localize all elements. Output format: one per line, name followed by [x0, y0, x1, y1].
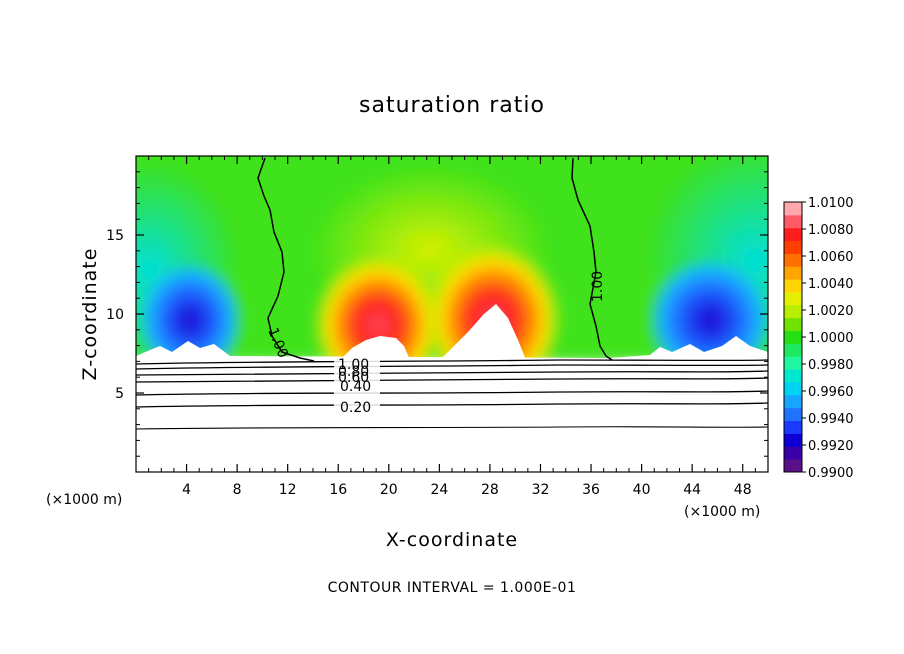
- colorbar-label: 1.0100: [808, 196, 854, 211]
- colorbar-swatch: [784, 214, 802, 229]
- x-tick-label: 8: [233, 482, 242, 498]
- contour-label-4: 0.60: [338, 370, 369, 386]
- contour-line-2: [136, 364, 768, 370]
- colorbar-swatch: [784, 343, 802, 357]
- contour-line-6: [136, 402, 768, 408]
- x-tick-label: 40: [633, 482, 651, 498]
- colorbar: 1.0100 1.0080 1.0060 1.0040 1.0020 1.0000 0.99…: [783, 196, 854, 481]
- y-axis-title: Z-coordinate: [79, 248, 101, 381]
- y-tick-label: 5: [115, 386, 124, 402]
- colorbar-swatch: [784, 369, 802, 383]
- x-tick-label: 28: [481, 482, 499, 498]
- contour-label-5: 0.40: [340, 379, 371, 395]
- contour-line-7: [136, 426, 768, 430]
- colorbar-label: 1.0020: [808, 304, 854, 319]
- contour-line-4: [136, 377, 768, 383]
- contour-1-00-right: [571, 157, 613, 361]
- label-bg-0: [334, 358, 380, 406]
- colorbar-swatch: [784, 433, 802, 447]
- colorbar-swatch: [784, 304, 802, 319]
- colorbar-swatch: [784, 394, 802, 409]
- y-tick-label: 15: [106, 228, 124, 244]
- clear-hole-right: [440, 304, 526, 360]
- x-unit-left: (×1000 m): [46, 492, 122, 508]
- colorbar-label: 0.9960: [808, 385, 854, 400]
- chart-title: saturation ratio: [359, 93, 545, 118]
- colorbar-swatch: [784, 407, 802, 422]
- clear-hole-left: [340, 336, 410, 360]
- x-tick-label: 12: [279, 482, 297, 498]
- contour-line-5: [136, 390, 768, 396]
- colorbar-swatch: [784, 420, 802, 434]
- x-tick-label: 48: [734, 482, 752, 498]
- x-tick-label: 36: [582, 482, 600, 498]
- x-tick-label: 44: [683, 482, 701, 498]
- colorbar-swatch: [784, 292, 802, 306]
- contour-1-00-left: [257, 157, 315, 362]
- field-red-left: [312, 246, 444, 390]
- colorbar-swatch: [784, 240, 802, 254]
- y-tick-label: 10: [106, 307, 124, 323]
- colorbar-label: 0.9920: [808, 439, 854, 454]
- contour-label-3: 0.80: [338, 364, 369, 380]
- contour-label-2: 1.00: [338, 357, 369, 373]
- colorbar-swatch: [784, 266, 802, 280]
- x-tick-label: 4: [182, 482, 191, 498]
- contour-line-3: [136, 370, 768, 376]
- contour-line-1: [136, 359, 768, 365]
- contour-label-6: 0.20: [340, 400, 371, 416]
- contour-label-1: 1.00: [590, 271, 606, 302]
- colorbar-label: 0.9940: [808, 412, 854, 427]
- colorbar-swatch: [784, 446, 802, 460]
- colorbar-label: 1.0080: [808, 223, 854, 238]
- colorbar-swatch: [784, 356, 802, 370]
- colorbar-swatch: [784, 279, 802, 293]
- contour-interval-note: CONTOUR INTERVAL = 1.000E-01: [328, 580, 577, 596]
- colorbar-label: 0.9900: [808, 466, 854, 481]
- x-tick-label: 16: [329, 482, 347, 498]
- colorbar-label: 1.0040: [808, 277, 854, 292]
- colorbar-swatch: [784, 330, 802, 344]
- colorbar-swatch: [784, 202, 802, 216]
- x-tick-label: 24: [430, 482, 448, 498]
- colorbar-label: 1.0000: [808, 331, 854, 346]
- colorbar-swatch: [784, 382, 802, 396]
- colorbar-swatch: [784, 317, 802, 332]
- colorbar-swatch: [784, 459, 802, 473]
- x-tick-label: 20: [380, 482, 398, 498]
- x-tick-label: 32: [532, 482, 550, 498]
- plot-area: [136, 156, 768, 472]
- x-unit-right: (×1000 m): [684, 504, 760, 520]
- colorbar-swatch: [784, 227, 802, 242]
- cloud-base-mask: [136, 336, 768, 472]
- x-axis-title: X-coordinate: [386, 529, 518, 551]
- colorbar-swatch: [784, 253, 802, 267]
- colorbar-label: 0.9980: [808, 358, 854, 373]
- colorbar-label: 1.0060: [808, 250, 854, 265]
